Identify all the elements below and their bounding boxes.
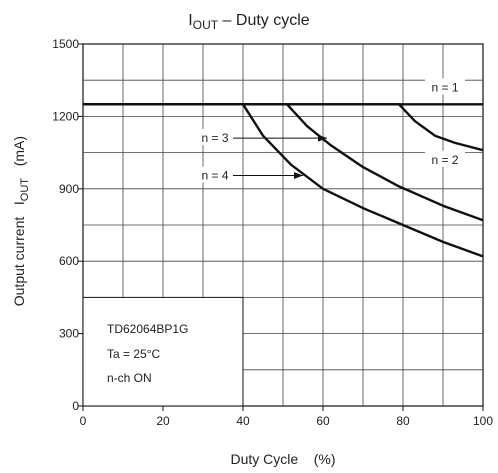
y-tick-label: 1200: [52, 109, 79, 123]
y-axis-label-post: (mA): [11, 136, 27, 178]
legend-n1: n = 1: [431, 80, 458, 94]
y-tick-label: 900: [59, 182, 79, 196]
chart-title-sub: OUT: [193, 18, 219, 32]
series-line-n4: [83, 103, 484, 258]
info-box: TD62064BP1G Ta = 25°C n-ch ON: [82, 296, 244, 407]
chart-title: IOUT – Duty cycle: [188, 12, 309, 32]
series-line-n2: [83, 103, 484, 152]
legend-n4-arrowhead: [294, 172, 303, 180]
info-box-frame: [82, 296, 244, 407]
x-tick-label: 0: [80, 414, 87, 428]
chart-title-rest: – Duty cycle: [218, 12, 310, 29]
y-axis-label: Output current IOUT (mA): [11, 124, 31, 325]
x-axis-label: Duty Cycle (%): [230, 451, 335, 467]
temperature-label: Ta = 25°C: [107, 347, 160, 361]
x-tick-label: 100: [473, 414, 493, 428]
series-labels: n = 1 n = 2 n = 3 n = 4: [197, 78, 465, 183]
legend-n3: n = 3: [201, 131, 228, 145]
y-tick-label: 600: [59, 254, 79, 268]
y-axis-label-sub: OUT: [19, 178, 31, 202]
x-tick-label: 20: [156, 414, 170, 428]
y-tick-label: 0: [72, 399, 79, 413]
mode-label: n-ch ON: [107, 371, 152, 385]
legend-n3-bg: [197, 129, 233, 146]
legend-n4: n = 4: [201, 169, 228, 183]
legend-n2: n = 2: [431, 153, 458, 167]
legend-n1-bg: [425, 78, 465, 95]
x-tick-label: 60: [316, 414, 330, 428]
series-group: [83, 103, 484, 258]
chart-title-main: I: [188, 12, 192, 29]
y-axis-label-pre: Output current I: [11, 201, 27, 306]
legend-n4-bg: [197, 166, 233, 183]
device-label: TD62064BP1G: [107, 322, 188, 336]
legend-n3-arrowhead: [318, 134, 327, 142]
y-tick-label: 300: [59, 327, 79, 341]
x-tick-label: 80: [396, 414, 410, 428]
x-tick-label: 40: [236, 414, 250, 428]
series-line-n3: [83, 103, 484, 222]
y-axis-ticks: 0 300 600 900 1200 1500: [52, 37, 83, 413]
y-tick-label: 1500: [52, 37, 79, 51]
x-axis-ticks: 0 20 40 60 80 100: [80, 406, 493, 428]
legend-n2-bg: [425, 150, 465, 167]
